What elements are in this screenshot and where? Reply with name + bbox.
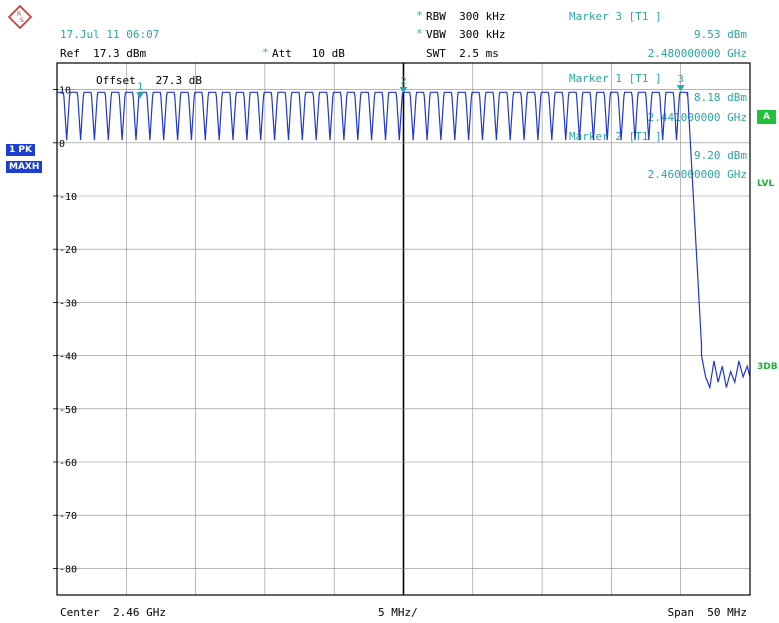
- markers: 1 2 3: [136, 74, 685, 99]
- rbw-star: *: [416, 9, 423, 22]
- marker2-level: 9.20 dBm: [694, 149, 747, 162]
- y-tick-label: -60: [59, 458, 77, 469]
- trace-tag: 1 PK: [6, 144, 35, 156]
- offset-label: Offset 27.3 dB: [96, 74, 202, 87]
- marker3-freq: 2.480000000 GHz: [647, 47, 747, 60]
- ref-level-label: Ref 17.3 dBm: [60, 47, 147, 60]
- marker1-level: 8.18 dBm: [694, 91, 747, 104]
- y-tick-label: -10: [59, 192, 77, 203]
- marker1-freq: 2.441000000 GHz: [647, 111, 747, 124]
- grid: [57, 63, 750, 595]
- marker3-title: Marker 3 [T1 ]: [569, 10, 662, 23]
- y-tick-label: -30: [59, 298, 77, 309]
- marker1-title: Marker 1 [T1 ]: [569, 72, 662, 85]
- y-tick-label: -40: [59, 352, 77, 363]
- datetime-label: 17.Jul 11 06:07: [60, 28, 160, 41]
- y-tick-label: -80: [59, 564, 77, 575]
- svg-text:S: S: [20, 17, 24, 24]
- sweep-time-label: SWT 2.5 ms: [426, 47, 499, 60]
- vbw-label: VBW 300 kHz: [426, 28, 506, 41]
- svg-text:R: R: [17, 11, 21, 18]
- y-tick-label: 10: [59, 86, 71, 97]
- marker-1-label: 1: [137, 81, 143, 92]
- attenuation-label: Att 10 dB: [272, 47, 345, 60]
- 3db-indicator: 3DB: [757, 362, 778, 372]
- rohde-schwarz-logo: R S: [8, 5, 32, 29]
- center-frequency-label: Center 2.46 GHz: [60, 606, 166, 619]
- y-tick-label: -50: [59, 405, 77, 416]
- y-tick-label: -70: [59, 511, 77, 522]
- marker2-freq: 2.460000000 GHz: [647, 168, 747, 181]
- trace-line: [57, 91, 751, 390]
- marker-3-symbol: [676, 85, 685, 92]
- division-label: 5 MHz/: [378, 606, 418, 619]
- marker3-level: 9.53 dBm: [694, 28, 747, 41]
- marker-2-label: 2: [401, 76, 407, 87]
- att-star: *: [262, 46, 269, 59]
- plot-frame: [56, 62, 751, 596]
- lvl-indicator: LVL: [757, 179, 775, 189]
- y-tick-label: -20: [59, 245, 77, 256]
- y-tick-label: 0: [59, 139, 65, 150]
- marker-2-symbol: [399, 86, 408, 93]
- marker-3-label: 3: [678, 74, 684, 85]
- a-indicator: A: [757, 110, 776, 124]
- vbw-star: *: [416, 27, 423, 40]
- y-tick-labels: 10 0 -10 -20 -30 -40 -50 -60 -70 -80: [53, 86, 77, 575]
- marker-1-symbol: [136, 92, 145, 99]
- mode-tag: MAXH: [6, 161, 43, 173]
- rbw-label: RBW 300 kHz: [426, 10, 506, 23]
- span-label: Span 50 MHz: [667, 606, 747, 619]
